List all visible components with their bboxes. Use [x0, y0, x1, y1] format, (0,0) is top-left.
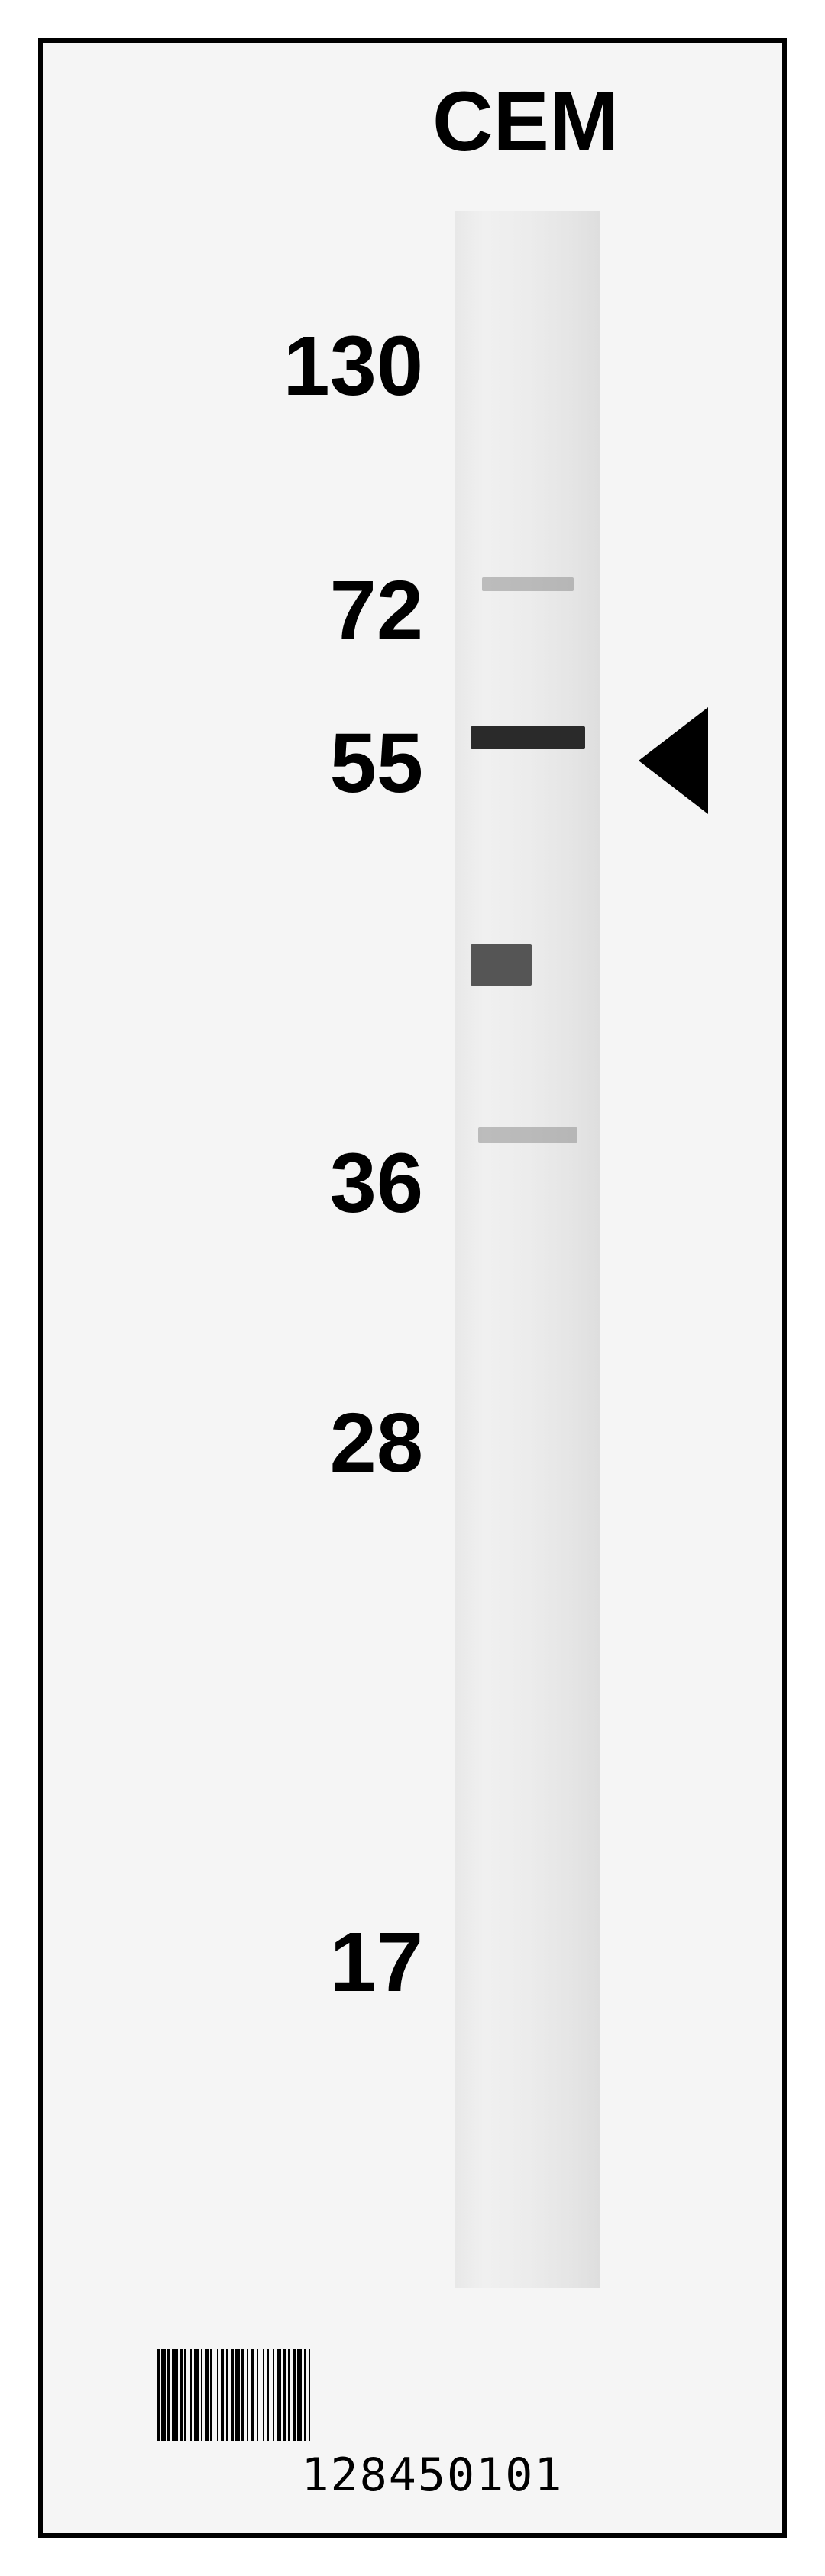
western-blot-frame: CEM 130 72 55 36 28 17 128450101 [38, 38, 787, 2538]
lane-header-label: CEM [432, 73, 619, 170]
barcode-number-label: 128450101 [157, 2448, 707, 2502]
barcode-stripe [310, 2349, 315, 2441]
band-2 [471, 944, 532, 986]
mw-marker-36: 36 [194, 1135, 423, 1232]
mw-marker-130: 130 [194, 318, 423, 415]
blot-lane [455, 211, 600, 2288]
barcode-stripe [172, 2349, 178, 2441]
band-1 [482, 577, 574, 591]
barcode [157, 2349, 707, 2441]
mw-marker-72: 72 [194, 562, 423, 659]
target-band-arrow-icon [639, 707, 708, 814]
band-3 [478, 1127, 578, 1143]
mw-marker-55: 55 [194, 715, 423, 812]
band-0 [471, 726, 585, 749]
mw-marker-28: 28 [194, 1395, 423, 1492]
mw-marker-17: 17 [194, 1914, 423, 2011]
